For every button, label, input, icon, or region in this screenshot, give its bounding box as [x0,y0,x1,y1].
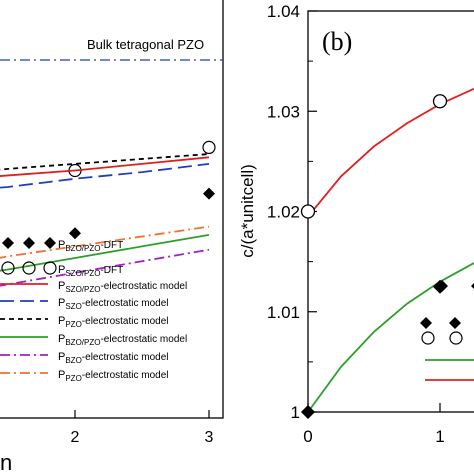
legend-label-subscript: BZO/PZO [65,338,100,347]
legend-label-subscript: BZO [65,356,81,365]
legend-label-base: P [58,369,65,381]
legend-entry-1: PSZO/PZO-DFT [1,261,123,278]
panel-a-plot-area [0,59,223,287]
legend-marker-circle [1,261,15,275]
legend-label: PBZO-electrostatic model [58,351,169,365]
panel-a-x-label: n [0,450,12,474]
legend-entry-6: PBZO-electrostatic model [0,351,169,365]
series-line-pzo_alone_model [0,225,210,259]
y-tick-label: 1.01 [267,303,300,322]
legend-marker-circle [22,261,36,275]
legend-marker-diamond [44,237,56,249]
legend-label-subscript: BZO/PZO [65,244,100,253]
legend-label-base: P [58,280,65,292]
legend-marker-diamond [436,280,448,292]
y-tick-label: 1 [291,403,300,422]
legend-entry-3: PSZO-electrostatic model [0,297,169,311]
legend-label-suffix: -electrostatic model [82,352,169,363]
legend-label-suffix: -electrostatic model [82,370,169,381]
legend-label: PPZO-electrostatic model [58,369,169,383]
legend-marker-circle [449,331,463,345]
legend-label-base: P [58,333,65,345]
y-tick-label: 1.02 [267,203,300,222]
series-line-green [307,262,474,413]
legend-label-base: P [58,264,65,276]
legend-marker-diamond [23,237,35,249]
legend-label-suffix: -electrostatic model [100,281,187,292]
legend-label: PSZO/PZO-DFT [58,264,123,278]
data-point-bzo_dft-0 [69,227,81,240]
data-point-szo_dft-1 [202,140,216,154]
series-line-bzo_pzo_model [0,233,210,272]
legend-entry-0: PBZO/PZO-DFT [2,237,123,253]
panel-a-legend: PBZO/PZO-DFTPSZO/PZO-DFTPSZO/PZO-electro… [0,237,187,383]
legend-entry-4: PPZO-electrostatic model [0,315,169,329]
legend-label: PSZO/PZO-electrostatic model [58,280,187,294]
y-tick-label: 1.04 [267,2,300,21]
legend-marker-diamond [471,283,474,289]
data-point-bzo_dft-1 [203,187,215,200]
x-tick-label-2: 2 [71,429,80,446]
panel-b-frame [307,10,474,413]
legend-marker-circle [43,261,57,275]
legend-marker-circle [421,331,435,345]
legend-label-base: P [58,239,65,251]
data-point-circles-1 [432,94,448,109]
legend-label-subscript: SZO [65,302,81,311]
legend-label: PSZO-electrostatic model [58,297,169,311]
panel-a-annotation: Bulk tetragonal PZO [87,37,204,52]
legend-label-base: P [58,297,65,309]
legend-marker-diamond [2,237,14,249]
series-line-szo_pzo_model [0,156,210,177]
legend-label-base: P [58,315,65,327]
panel-b-label: (b) [322,27,352,56]
legend-entry-7: PPZO-electrostatic model [0,369,169,383]
legend-label-subscript: PZO [65,320,81,329]
x-tick-label-0: 0 [303,427,312,446]
legend-entry-5: PBZO/PZO-electrostatic model [0,333,187,347]
legend-label-base: P [58,351,65,363]
data-point-circles-0 [300,204,316,219]
legend-label: PBZO/PZO-DFT [58,239,123,253]
legend-label: PPZO-electrostatic model [58,315,169,329]
legend-label-suffix: -electrostatic model [82,298,169,309]
series-line-red [307,87,474,218]
legend-label-suffix: -DFT [100,265,123,276]
panel-b-legend [420,280,474,381]
legend-label-suffix: -DFT [100,240,123,251]
legend-marker-diamond [449,317,461,329]
x-tick-label-1: 1 [435,427,444,446]
data-point-diamonds-0 [301,405,315,419]
legend-label-suffix: -electrostatic model [82,316,169,327]
legend-label-suffix: -electrostatic model [100,334,187,345]
panel-b-y-axis-label: c/(a*unitcell) [238,164,257,258]
legend-label-subscript: SZO/PZO [65,269,100,278]
series-line-pzo_model [0,153,210,171]
series-line-szo_model [0,163,210,189]
x-tick-label-3: 3 [205,429,214,446]
legend-entry-2: PSZO/PZO-electrostatic model [0,280,187,294]
legend-label-subscript: PZO [65,374,81,383]
legend-label: PBZO/PZO-electrostatic model [58,333,187,347]
series-line-bzo_model [0,248,210,287]
panel-b-plot-area [300,87,474,419]
panel-a-frame [0,0,224,419]
y-tick-label: 1.03 [267,102,300,121]
legend-label-subscript: SZO/PZO [65,285,100,294]
legend-marker-diamond [420,317,432,329]
